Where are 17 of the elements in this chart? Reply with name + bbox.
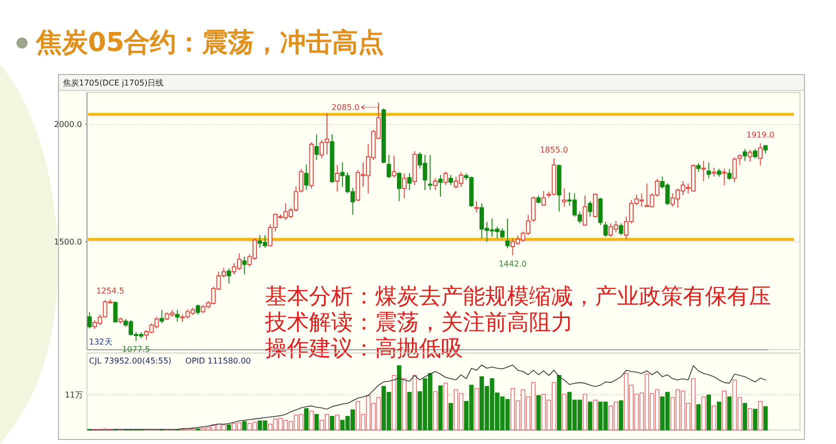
annotation: 操作建议：高抛低吸 [265,336,463,362]
annotation: 1254.5 [96,286,124,296]
chart-title: 焦炭05合约：震荡，冲击高点 [35,28,384,58]
annotation: 基本分析：煤炭去产能规模缩减，产业政策有保有压 [265,284,771,310]
annotation: 2085.0 [332,102,360,112]
annotation: 1919.0 [746,130,774,140]
chart-subtitle: 焦炭1705(DCE j1705)日线 [63,78,164,88]
ref-line-label: 11万 [64,390,83,400]
y-tick-label: 1500.0 [54,237,82,246]
y-tick-label: 2000.0 [54,120,82,129]
annotation: 132天 [89,338,112,347]
annotation: OPID 111580.00 [185,356,251,366]
annotation: 1077.5 [122,344,150,354]
annotation: 1855.0 [540,145,568,154]
annotation: CJL 73952.00(45:55) [89,356,172,366]
annotation: 1442.0 [498,259,527,268]
annotation: 技术解读：震荡，关注前高阻力 [264,310,573,336]
